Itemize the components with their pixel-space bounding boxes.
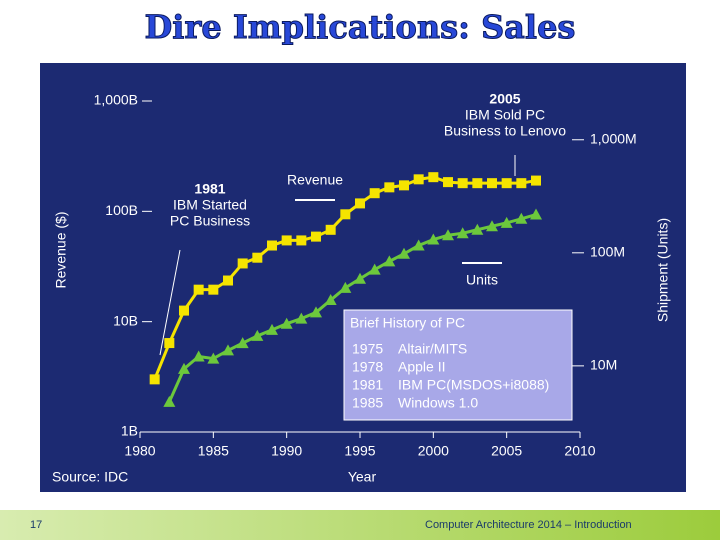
marker <box>251 329 264 341</box>
x-axis-title: Year <box>348 469 377 485</box>
marker <box>457 178 468 189</box>
marker <box>486 220 498 232</box>
marker <box>501 178 512 189</box>
page-number: 17 <box>30 519 43 531</box>
marker <box>236 337 249 349</box>
marker <box>530 208 542 220</box>
marker <box>295 312 308 324</box>
y2-tick-label: 1,000M <box>590 130 637 146</box>
marker <box>193 284 204 295</box>
marker <box>399 180 409 191</box>
x-tick-label: 2000 <box>418 443 449 459</box>
marker <box>428 172 439 183</box>
legend-label: Units <box>466 272 498 288</box>
marker <box>310 306 322 318</box>
marker <box>355 198 365 209</box>
marker <box>516 178 527 189</box>
marker <box>531 175 541 186</box>
marker <box>237 258 248 269</box>
marker <box>340 209 351 220</box>
marker <box>413 174 424 185</box>
annotation: IBM Started <box>173 197 247 213</box>
annotation: 2005 <box>489 91 520 107</box>
source: Source: IDC <box>52 469 128 485</box>
marker <box>487 178 497 189</box>
x-tick-label: 2010 <box>564 443 595 459</box>
y-tick-label: 100B <box>105 202 138 218</box>
history-cell: IBM PC(MSDOS+i8088) <box>398 377 549 393</box>
x-tick-label: 1980 <box>124 443 155 459</box>
y-tick-label: 10B <box>113 312 138 328</box>
marker <box>207 352 220 364</box>
marker <box>427 233 440 245</box>
footer-text: Computer Architecture 2014 – Introductio… <box>425 519 632 531</box>
slide-title: Dire Implications: Sales <box>144 8 576 47</box>
marker <box>208 284 219 295</box>
marker <box>266 323 278 335</box>
x-tick-label: 1990 <box>271 443 302 459</box>
marker <box>164 338 175 349</box>
marker <box>398 247 410 259</box>
x-tick-label: 1985 <box>198 443 229 459</box>
marker <box>339 281 352 293</box>
history-box <box>343 309 573 421</box>
marker <box>412 239 425 251</box>
history-cell: 1978 <box>352 359 383 375</box>
y-axis-title: Revenue ($) <box>53 211 69 288</box>
marker <box>384 182 395 193</box>
history-cell: Altair/MITS <box>398 341 467 357</box>
annotation-pointer <box>159 249 181 356</box>
marker <box>325 224 336 235</box>
history-cell: Apple II <box>398 359 445 375</box>
footer: 17 Computer Architecture 2014 – Introduc… <box>0 510 720 540</box>
history-title: Brief History of PC <box>350 315 465 331</box>
marker <box>179 305 189 316</box>
history-cell: 1981 <box>352 377 383 393</box>
marker <box>500 216 513 228</box>
marker <box>267 240 277 251</box>
history-cell: Windows 1.0 <box>398 395 478 411</box>
marker <box>369 188 380 199</box>
history-cell: 1985 <box>352 395 383 411</box>
annotation: Business to Lenovo <box>444 123 566 139</box>
history-cell: 1975 <box>352 341 383 357</box>
marker <box>368 263 381 275</box>
x-tick-label: 2005 <box>491 443 522 459</box>
marker <box>178 362 190 374</box>
marker <box>163 395 176 407</box>
y2-axis-title: Shipment (Units) <box>655 218 671 322</box>
marker <box>222 344 234 356</box>
y-tick-label: 1B <box>121 423 138 439</box>
marker <box>456 227 469 239</box>
marker <box>383 255 396 267</box>
marker <box>281 235 292 246</box>
marker <box>471 223 484 235</box>
marker <box>472 178 483 189</box>
x-tick-label: 1995 <box>344 443 375 459</box>
marker <box>149 374 160 385</box>
marker <box>311 231 321 242</box>
marker <box>296 235 307 246</box>
annotation: 1981 <box>194 181 225 197</box>
marker <box>223 275 233 286</box>
annotation: PC Business <box>170 213 250 229</box>
marker <box>515 212 528 224</box>
marker <box>442 229 454 241</box>
marker <box>443 177 453 188</box>
marker <box>280 317 293 329</box>
marker <box>354 272 366 284</box>
marker <box>324 294 337 306</box>
annotation: IBM Sold PC <box>465 107 545 123</box>
y2-tick-label: 100M <box>590 244 625 260</box>
y2-tick-label: 10M <box>590 357 617 373</box>
marker <box>192 350 205 362</box>
y-tick-label: 1,000B <box>94 92 138 108</box>
marker <box>252 252 263 263</box>
legend-label: Revenue <box>287 172 343 188</box>
